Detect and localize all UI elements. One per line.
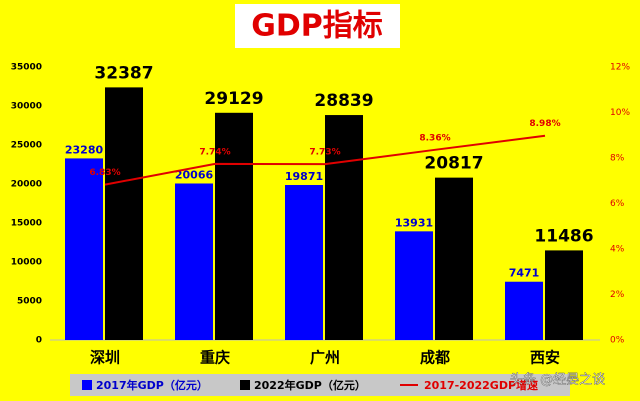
y-tick-label: 10000 (11, 258, 42, 268)
bar-value-label: 19871 (285, 170, 323, 183)
y2-tick-label: 12% (610, 63, 630, 73)
bar-value-label: 20066 (175, 168, 214, 181)
x-tick-label: 广州 (310, 349, 340, 367)
y-tick-label: 5000 (17, 297, 42, 307)
bar (325, 115, 363, 340)
bar (175, 183, 213, 340)
legend-label: 2022年GDP（亿元） (254, 378, 366, 392)
y-tick-label: 35000 (11, 63, 42, 73)
y2-tick-label: 6% (610, 199, 625, 209)
legend-swatch (240, 380, 250, 390)
line-value-label: 8.36% (419, 133, 450, 143)
bar-value-label: 23280 (65, 143, 104, 156)
line (104, 134, 546, 186)
y2-tick-label: 10% (610, 108, 630, 118)
bar (105, 87, 143, 340)
bar (435, 177, 473, 340)
x-tick-label: 重庆 (200, 349, 230, 367)
line-value-label: 6.83% (89, 168, 120, 178)
bar-value-label: 32387 (94, 63, 153, 83)
bar-value-label: 7471 (509, 267, 540, 280)
y-tick-label: 0 (36, 336, 42, 346)
y-tick-label: 15000 (11, 219, 42, 229)
x-tick-label: 成都 (420, 349, 450, 367)
y2-tick-label: 2% (610, 290, 625, 300)
bar-value-label: 28839 (314, 91, 373, 111)
legend-box (70, 374, 570, 396)
title-box (235, 4, 400, 48)
bar-value-label: 13931 (395, 216, 433, 229)
line-value-label: 7.74% (199, 147, 230, 157)
y-tick-label: 30000 (11, 102, 42, 112)
y2-tick-label: 8% (610, 154, 625, 164)
line-value-label: 8.98% (529, 119, 560, 129)
bar-value-label: 11486 (534, 226, 593, 246)
x-tick-label: 西安 (530, 349, 560, 367)
legend-label: 2017年GDP（亿元） (96, 378, 208, 392)
bar (285, 185, 323, 340)
watermark: 头条 @经晏之谈 (510, 372, 605, 388)
legend-swatch (82, 380, 92, 390)
y-tick-label: 25000 (11, 141, 42, 151)
bar-value-label: 20817 (424, 154, 483, 174)
bar (65, 158, 103, 340)
bar (395, 231, 433, 340)
chart-title: GDP指标 (251, 9, 383, 44)
bar (505, 281, 543, 340)
x-tick-label: 深圳 (90, 349, 120, 367)
bar (215, 112, 253, 341)
y2-tick-label: 4% (610, 245, 625, 255)
bar-value-label: 29129 (204, 89, 263, 109)
line-value-label: 7.73% (309, 148, 340, 158)
legend-label: 2017-2022GDP增速 (424, 378, 538, 392)
y-tick-label: 20000 (11, 180, 42, 190)
y2-tick-label: 0% (610, 336, 625, 346)
bar (545, 250, 583, 340)
